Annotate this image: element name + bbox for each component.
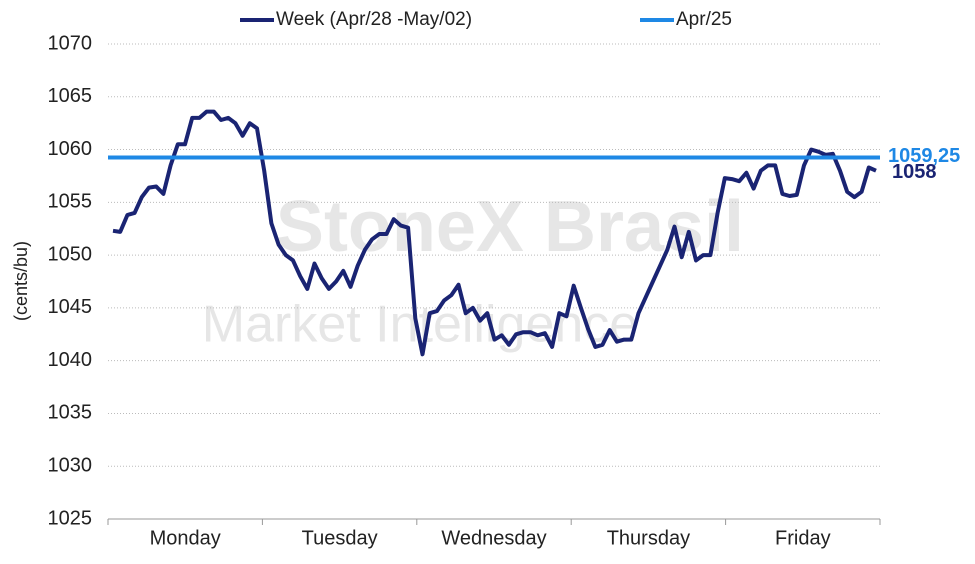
y-tick-label: 1055 bbox=[48, 191, 93, 213]
x-tick-label: Thursday bbox=[607, 527, 690, 549]
x-tick-label: Wednesday bbox=[441, 527, 546, 549]
y-tick-label: 1045 bbox=[48, 296, 93, 318]
legend-label: Week (Apr/28 -May/02) bbox=[276, 9, 472, 30]
y-axis-label: (cents/bu) bbox=[11, 241, 31, 321]
value-label: 1059,25 bbox=[888, 145, 960, 167]
y-tick-label: 1060 bbox=[48, 138, 93, 160]
y-tick-label: 1030 bbox=[48, 455, 93, 477]
y-tick-label: 1050 bbox=[48, 243, 93, 265]
y-tick-label: 1040 bbox=[48, 349, 93, 371]
y-tick-label: 1065 bbox=[48, 85, 93, 107]
x-tick-label: Monday bbox=[150, 527, 221, 549]
legend-label: Apr/25 bbox=[676, 9, 732, 30]
y-tick-label: 1070 bbox=[48, 32, 93, 54]
y-tick-label: 1025 bbox=[48, 507, 93, 529]
line-series bbox=[112, 109, 877, 357]
x-tick-label: Friday bbox=[775, 527, 831, 549]
x-tick-label: Tuesday bbox=[302, 527, 378, 549]
y-tick-label: 1035 bbox=[48, 402, 93, 424]
end-label: 1058 bbox=[892, 161, 937, 183]
